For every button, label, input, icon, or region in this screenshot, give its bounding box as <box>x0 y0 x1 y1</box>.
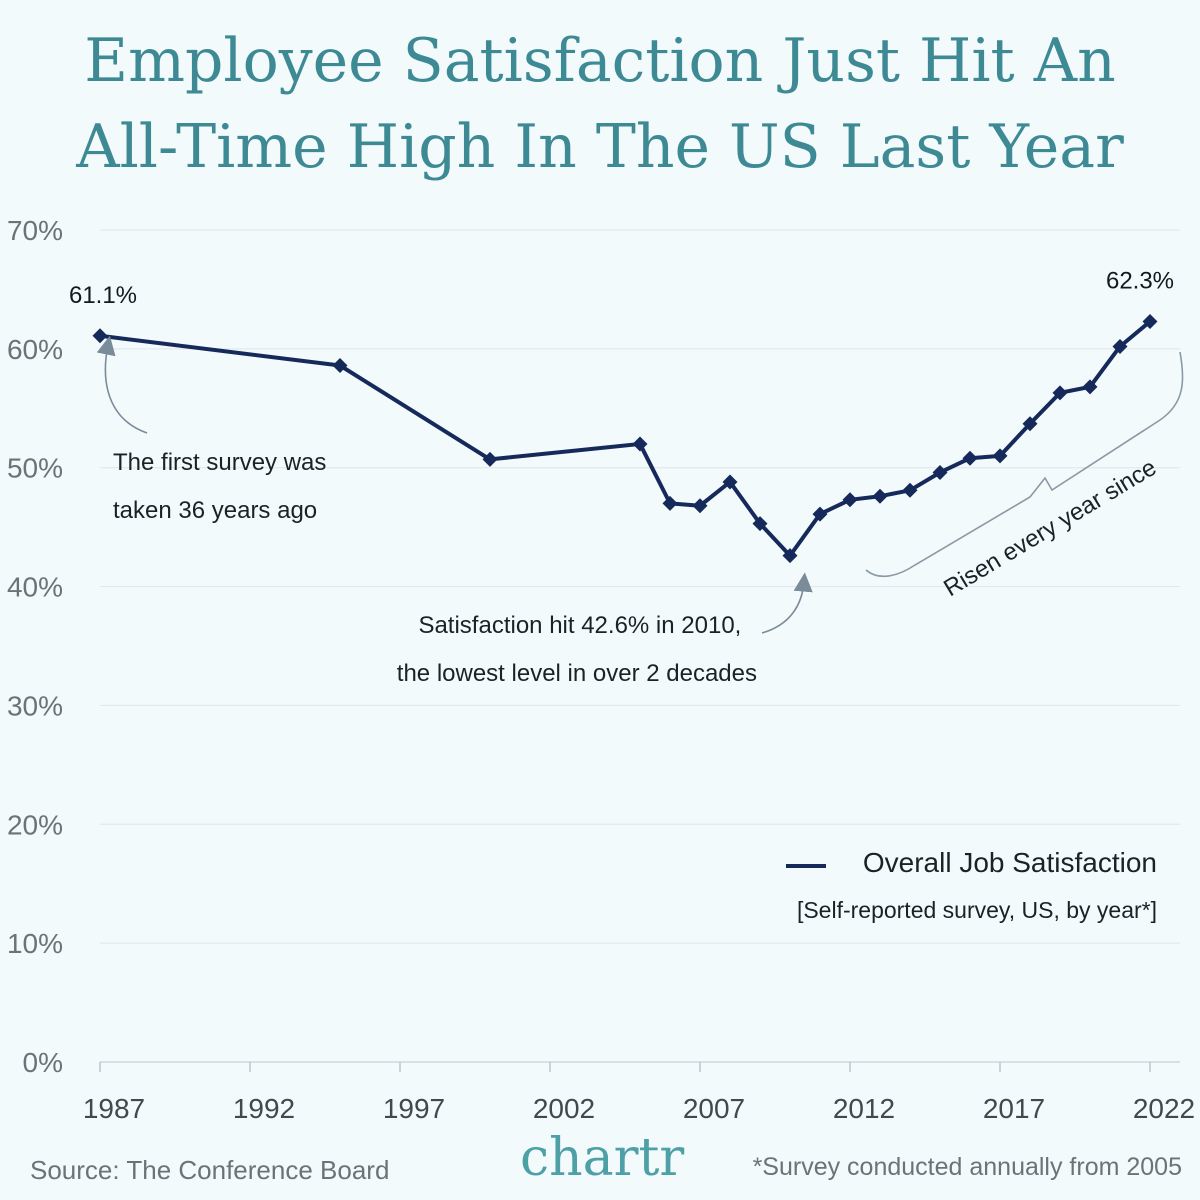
first-survey-line-1: The first survey was <box>113 449 326 476</box>
x-tick-label: 2012 <box>833 1093 895 1124</box>
data-point <box>1112 338 1128 354</box>
y-tick-label: 60% <box>7 334 63 365</box>
y-tick-label: 0% <box>23 1047 63 1078</box>
data-point <box>1052 385 1068 401</box>
data-point <box>812 506 828 522</box>
chart-title: Employee Satisfaction Just Hit An All-Ti… <box>0 18 1200 190</box>
x-tick-label: 1997 <box>383 1093 445 1124</box>
lowest-line-2: the lowest level in over 2 decades <box>397 660 757 687</box>
data-point <box>932 464 948 480</box>
data-label: 61.1% <box>69 282 137 309</box>
data-point <box>92 328 108 344</box>
lowest-arrow <box>761 572 813 634</box>
data-point <box>992 448 1008 464</box>
data-point <box>662 495 678 511</box>
x-tick-label: 2007 <box>683 1093 745 1124</box>
y-tick-label: 40% <box>7 572 63 603</box>
series-layer <box>92 314 1158 564</box>
title-line-2: All-Time High In The US Last Year <box>76 112 1124 182</box>
data-point <box>332 357 348 373</box>
lowest-line-1: Satisfaction hit 42.6% in 2010, <box>418 612 741 639</box>
data-point <box>872 488 888 504</box>
y-tick-label: 20% <box>7 809 63 840</box>
title-line-1: Employee Satisfaction Just Hit An <box>84 26 1116 96</box>
data-point <box>902 482 918 498</box>
x-tick-label: 2022 <box>1133 1093 1195 1124</box>
x-tick-label: 1992 <box>233 1093 295 1124</box>
data-point <box>752 516 768 532</box>
footnote: *Survey conducted annually from 2005 <box>752 1153 1182 1181</box>
y-tick-label: 50% <box>7 453 63 484</box>
source-note: Source: The Conference Board <box>30 1155 390 1185</box>
data-point <box>482 451 498 467</box>
axes: 0% 10% 20% 30% 40% 50% 60% 70% 1987 1992 1997 2002 2… <box>7 215 1195 1124</box>
x-tick-label: 2017 <box>983 1093 1045 1124</box>
first-survey-arrow <box>96 335 148 434</box>
data-point <box>692 498 708 514</box>
data-point <box>1142 314 1158 330</box>
data-label: 62.3% <box>1106 268 1174 295</box>
data-point <box>842 492 858 508</box>
lowest-note: Satisfaction hit 42.6% in 2010, the lowe… <box>397 612 757 687</box>
x-tick-label: 2002 <box>533 1093 595 1124</box>
legend-swatch <box>786 864 826 868</box>
data-point <box>782 548 798 564</box>
risen-note: Risen every year since <box>939 454 1161 602</box>
y-tick-label: 10% <box>7 928 63 959</box>
y-tick-label: 30% <box>7 690 63 721</box>
brand-logo: chartr <box>520 1128 685 1188</box>
first-survey-line-2: taken 36 years ago <box>113 497 317 524</box>
data-point <box>1082 379 1098 395</box>
risen-brace <box>865 351 1184 578</box>
first-survey-note: The first survey was taken 36 years ago <box>113 449 333 524</box>
x-tick-label: 1987 <box>83 1093 145 1124</box>
data-point <box>632 436 648 452</box>
data-point <box>962 450 978 466</box>
y-tick-label: 70% <box>7 215 63 246</box>
data-point <box>1022 416 1038 432</box>
data-point <box>722 474 738 490</box>
legend-subtitle: [Self-reported survey, US, by year*] <box>796 897 1157 923</box>
data-labels: 61.1% 62.3% <box>69 268 1174 309</box>
grid <box>100 229 1180 944</box>
legend-title: Overall Job Satisfaction <box>862 847 1157 878</box>
